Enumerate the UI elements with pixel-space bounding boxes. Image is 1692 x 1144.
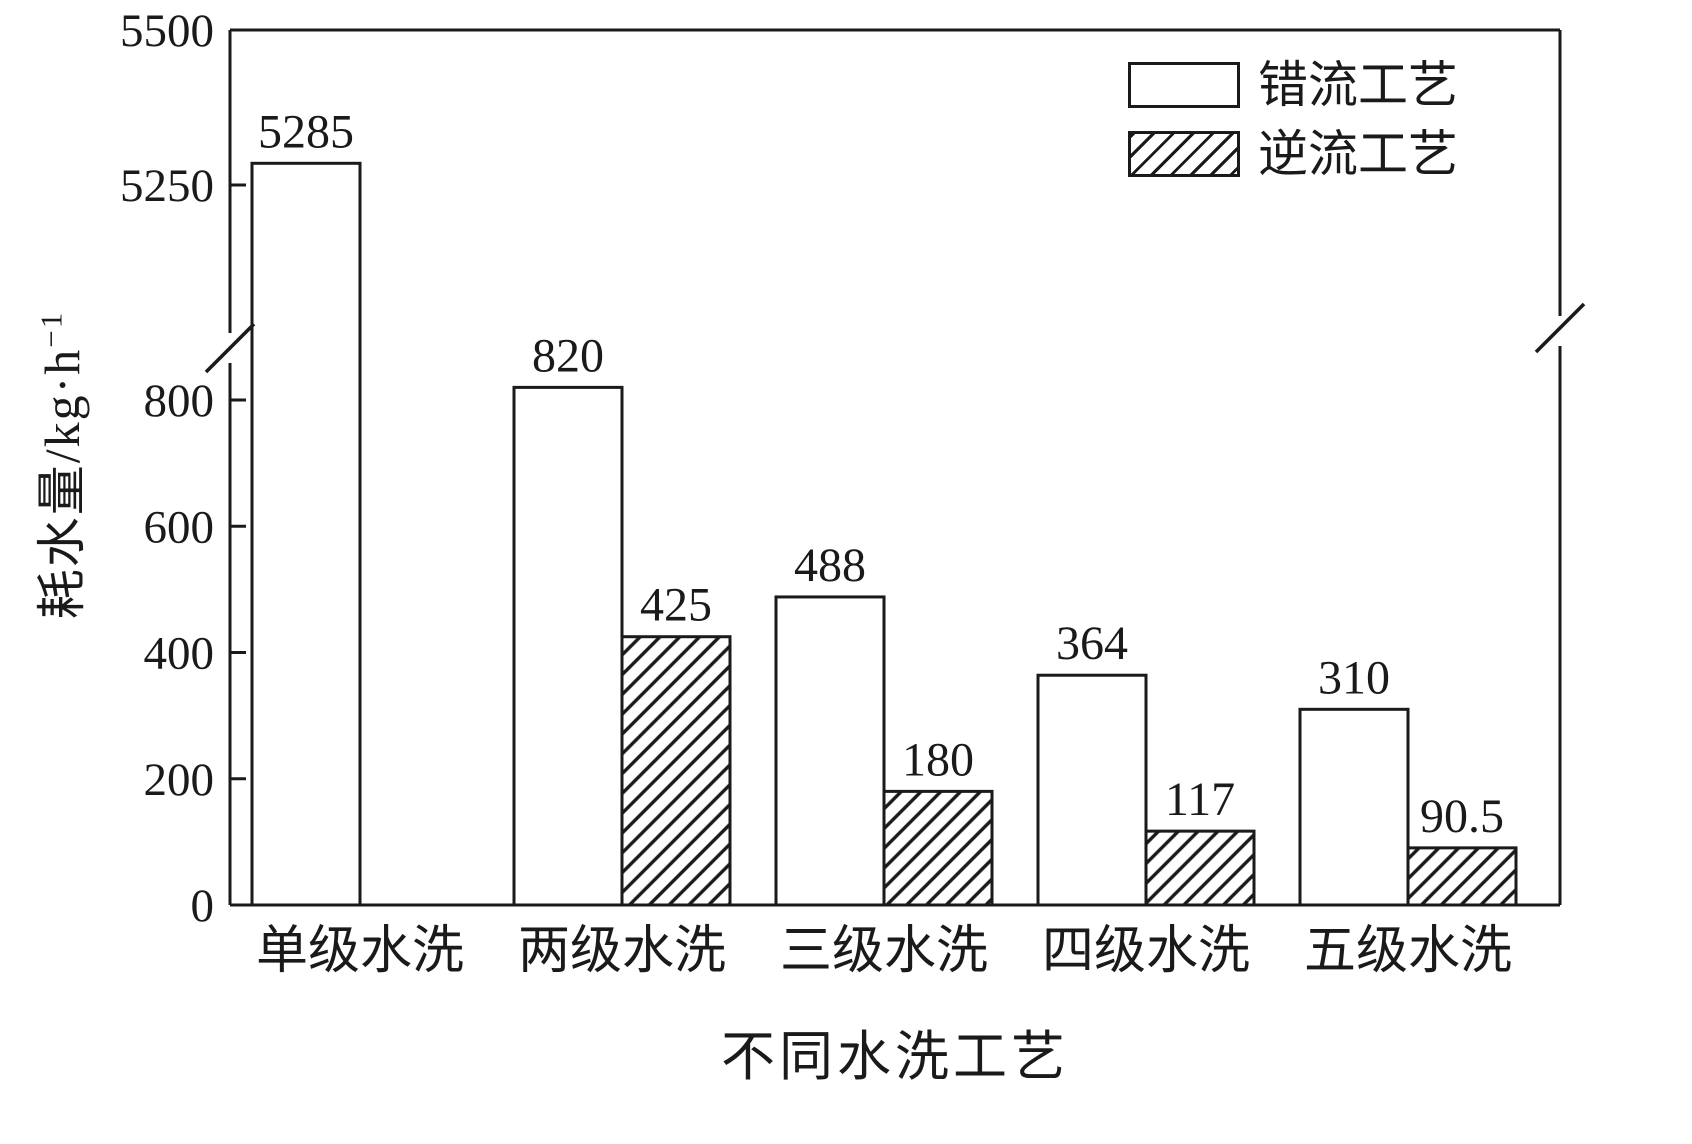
bar-value-label: 425 <box>640 579 712 632</box>
y-tick-label: 400 <box>144 628 215 680</box>
bar-crossflow-4 <box>1298 707 1410 907</box>
y-tick-label: 800 <box>144 375 215 427</box>
bar-crossflow-2 <box>774 595 886 907</box>
y-tick-label: 200 <box>144 754 215 806</box>
y-axis-title-superscript: −1 <box>33 310 69 348</box>
legend-swatch-hatch-icon <box>1128 131 1240 177</box>
bar-value-label: 364 <box>1056 617 1128 670</box>
axis-break-mark-right-icon <box>1534 302 1586 354</box>
y-tick-label: 5250 <box>120 160 214 212</box>
bar-value-label: 820 <box>532 329 604 382</box>
x-axis-title: 不同水洗工艺 <box>721 1027 1069 1087</box>
x-category-label: 两级水洗 <box>518 923 726 980</box>
legend-item-counterflow: 逆流工艺 <box>1128 129 1458 179</box>
legend-swatch-solid-icon <box>1128 62 1240 108</box>
bar-value-label: 180 <box>902 733 974 786</box>
bar-counterflow-2 <box>882 789 994 907</box>
bar-value-label: 5285 <box>258 105 354 158</box>
plot-frame <box>228 28 1562 907</box>
bar-value-label: 488 <box>794 539 866 592</box>
x-category-label: 四级水洗 <box>1042 923 1250 980</box>
x-category-label: 三级水洗 <box>780 923 988 980</box>
bar-counterflow-1 <box>620 635 732 907</box>
legend-item-crossflow: 错流工艺 <box>1128 60 1458 110</box>
bar-crossflow-0 <box>250 161 362 907</box>
bar-crossflow-3 <box>1036 673 1148 907</box>
legend-label: 逆流工艺 <box>1258 126 1458 182</box>
y-tick-label: 5500 <box>120 5 214 57</box>
bar-value-label: 310 <box>1318 651 1390 704</box>
bar-crossflow-1 <box>512 385 624 907</box>
y-axis-title-text: 耗水量/kg·h <box>34 347 90 620</box>
axis-break-mark-left-icon <box>204 322 256 374</box>
bar-counterflow-3 <box>1144 829 1256 907</box>
x-category-label: 单级水洗 <box>256 923 464 980</box>
x-category-label: 五级水洗 <box>1304 923 1512 980</box>
bar-value-label: 90.5 <box>1420 790 1504 843</box>
bar-value-label: 117 <box>1165 773 1235 826</box>
y-tick-label: 600 <box>144 501 215 553</box>
y-tick-label: 0 <box>191 880 215 932</box>
legend-label: 错流工艺 <box>1258 57 1458 113</box>
legend: 错流工艺 逆流工艺 <box>1128 60 1458 179</box>
y-axis-title: 耗水量/kg·h−1 <box>22 311 94 620</box>
bar-counterflow-4 <box>1406 846 1518 907</box>
